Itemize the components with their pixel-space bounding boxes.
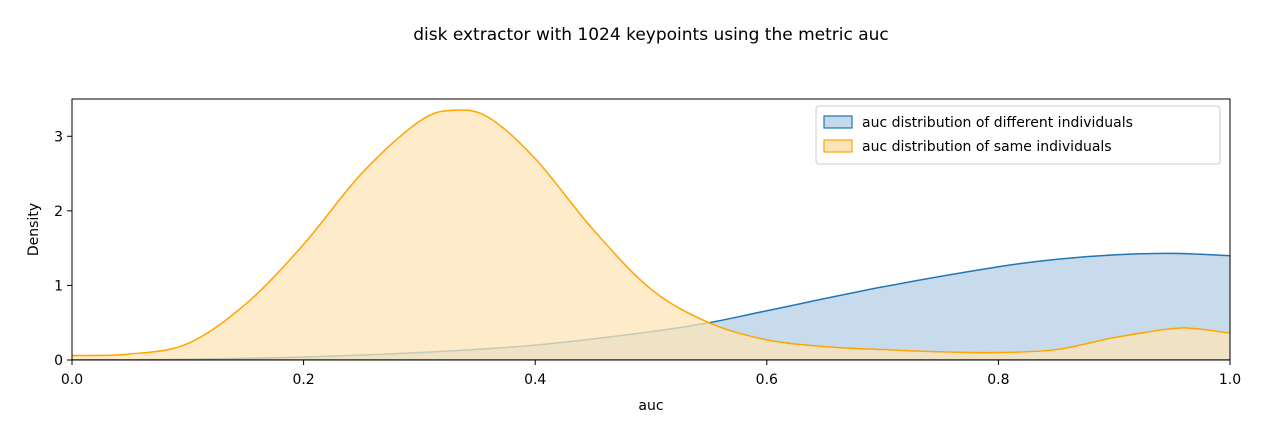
legend-box: [815, 105, 1221, 165]
chart-title: disk extractor with 1024 keypoints using…: [413, 25, 889, 45]
y-tick-label: 0: [54, 353, 63, 369]
plot-area: [71, 98, 1231, 361]
legend: auc distribution of different individual…: [815, 105, 1221, 165]
legend-swatch: [823, 115, 853, 129]
series-1-area: [72, 253, 1230, 360]
legend-label: auc distribution of different individual…: [862, 115, 1133, 131]
x-axis: 0.0 0.2 0.4 0.6 0.8 1.0: [61, 360, 1241, 388]
x-tick-label: 0.2: [292, 372, 314, 388]
x-tick-label: 0.0: [61, 372, 83, 388]
x-tick-label: 0.4: [524, 372, 546, 388]
y-tick-label: 3: [54, 129, 63, 145]
y-tick-label: 2: [54, 204, 63, 220]
x-axis-label: auc: [638, 398, 663, 414]
y-axis-label: Density: [26, 203, 42, 256]
y-tick-label: 1: [54, 278, 63, 294]
series-layer: [72, 109, 1230, 360]
legend-label: auc distribution of same individuals: [862, 139, 1112, 155]
series-2-area: [72, 109, 1230, 360]
legend-item: auc distribution of different individual…: [823, 115, 1133, 131]
x-tick-label: 1.0: [1219, 372, 1241, 388]
x-tick-label: 0.6: [756, 372, 778, 388]
y-axis: 0 1 2 3: [54, 129, 72, 369]
series-2: [72, 109, 1230, 360]
legend-item: auc distribution of same individuals: [823, 139, 1112, 155]
x-tick-label: 0.8: [987, 372, 1009, 388]
series-2-line: [72, 109, 1230, 357]
plot-frame: [71, 98, 1231, 361]
legend-swatch: [823, 139, 853, 153]
